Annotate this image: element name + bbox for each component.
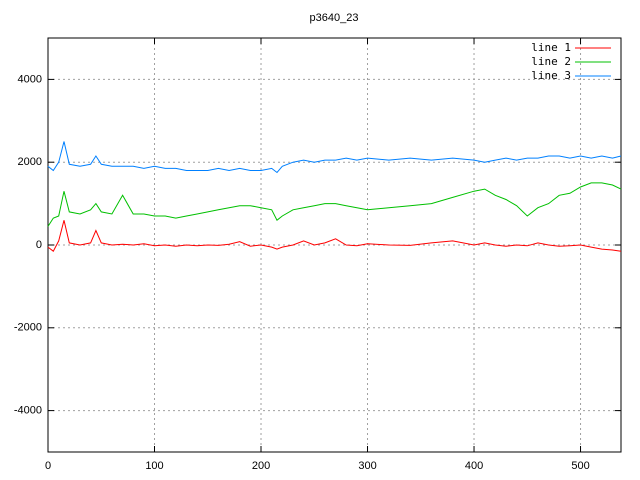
y-tick-label: -2000 <box>14 322 42 334</box>
data-line <box>47 220 622 252</box>
plot-border <box>47 37 622 453</box>
x-tick-label: 0 <box>45 460 51 472</box>
chart-title: p3640_23 <box>310 12 359 24</box>
y-tick-label: 0 <box>36 239 42 251</box>
legend-label: line 2 <box>531 55 571 68</box>
x-tick-label: 500 <box>571 460 589 472</box>
legend-label: line 1 <box>531 41 571 54</box>
y-tick-label: 4000 <box>18 73 42 85</box>
data-line <box>47 182 622 227</box>
x-tick-label: 100 <box>145 460 163 472</box>
data-line <box>47 141 622 174</box>
legend-label: line 3 <box>531 69 571 82</box>
x-tick-label: 300 <box>358 460 376 472</box>
y-tick-label: -4000 <box>14 405 42 417</box>
y-tick-label: 2000 <box>18 156 42 168</box>
x-tick-label: 200 <box>252 460 270 472</box>
x-tick-label: 400 <box>465 460 483 472</box>
